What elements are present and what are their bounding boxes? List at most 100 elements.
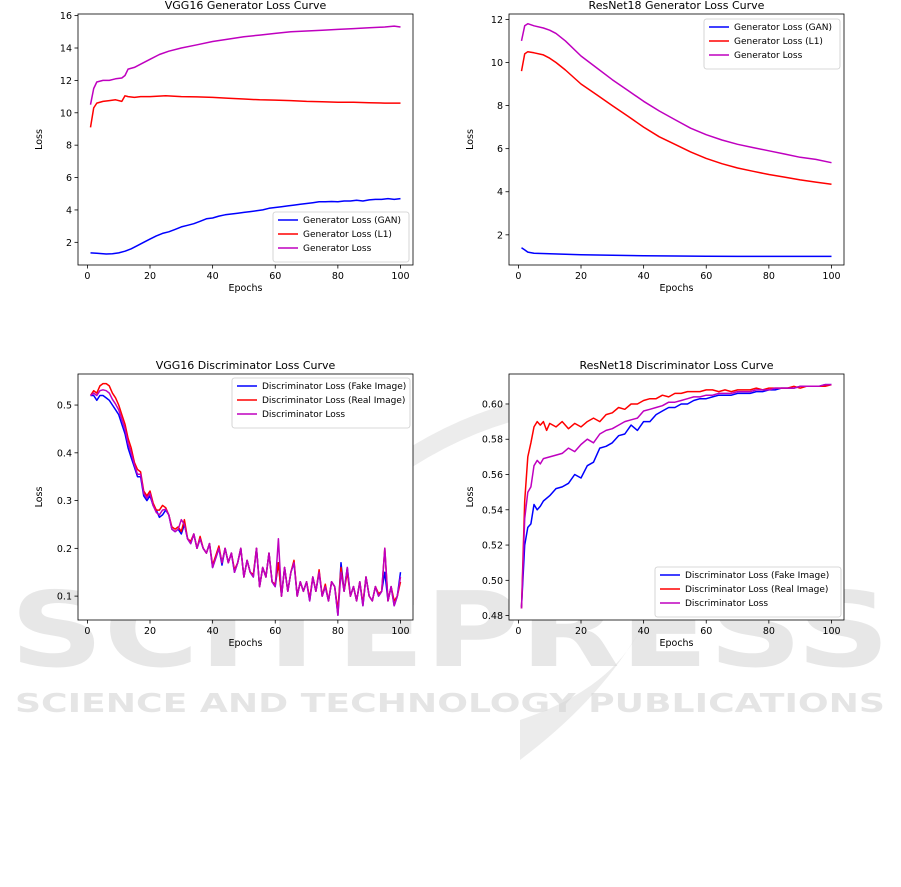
chart-3: 0 20 40 60 80 100 0.1 0.2 0.3 0.4 0.5 VGG16 Discrim… [34, 359, 414, 649]
x-tick-label: 40 [638, 626, 650, 637]
x-tick-label: 100 [822, 626, 840, 637]
y-tick-label: 12 [491, 15, 503, 26]
x-axis-label: Epochs [228, 283, 262, 294]
plot-frame [508, 13, 845, 266]
x-tick-label: 0 [84, 271, 90, 282]
chart-2: 0 20 40 60 80 100 2 4 6 8 10 12 ResNet18 Generator L… [465, 0, 845, 294]
chart-title: VGG16 Discriminator Loss Curve [156, 359, 336, 372]
legend-label: Discriminator Loss [685, 599, 768, 609]
watermark-tagline: SCIENCE AND TECHNOLOGY PUBLICATIONS [15, 689, 885, 719]
y-tick-label: 4 [497, 187, 503, 198]
y-tick-label: 0.48 [482, 611, 503, 622]
series-line-2 [520, 50, 832, 185]
x-axis-label: Epochs [659, 283, 693, 294]
legend-label: Discriminator Loss (Fake Image) [685, 571, 829, 581]
legend-label: Discriminator Loss (Real Image) [685, 585, 828, 595]
plot-frame [508, 373, 845, 621]
x-tick-label: 60 [700, 271, 712, 282]
legend-label: Generator Loss (L1) [303, 230, 392, 240]
series-line-1 [520, 383, 832, 607]
series-line-3 [520, 383, 832, 609]
legend-label: Generator Loss [734, 51, 803, 61]
y-tick-label: 6 [497, 144, 503, 155]
y-tick-label: 12 [60, 76, 72, 87]
x-tick-label: 20 [575, 626, 587, 637]
x-tick-label: 20 [575, 271, 587, 282]
x-tick-label: 100 [391, 271, 409, 282]
y-tick-label: 2 [497, 230, 503, 241]
y-axis-label: Loss [465, 487, 476, 508]
x-tick-label: 80 [332, 626, 344, 637]
series-line-3 [90, 389, 402, 616]
y-tick-label: 8 [497, 101, 503, 112]
x-tick-label: 40 [207, 626, 219, 637]
y-tick-label: 14 [60, 44, 72, 55]
y-tick-label: 0.58 [482, 435, 503, 446]
legend-box [231, 377, 411, 429]
y-tick-label: 0.56 [482, 470, 503, 481]
x-tick-label: 0 [84, 626, 90, 637]
series-line-3 [520, 22, 832, 164]
legend-label: Discriminator Loss [262, 410, 345, 420]
series-line-2 [89, 95, 401, 128]
plot-frame [77, 13, 414, 266]
y-tick-label: 0.52 [482, 541, 503, 552]
x-axis-label: Epochs [228, 638, 262, 649]
legend-label: Generator Loss (L1) [734, 37, 823, 47]
series-line-1 [521, 247, 832, 258]
x-tick-label: 80 [763, 626, 775, 637]
y-tick-label: 10 [60, 108, 72, 119]
legend-label: Generator Loss (GAN) [734, 23, 832, 33]
legend-label: Generator Loss (GAN) [303, 216, 401, 226]
chart-title: ResNet18 Discriminator Loss Curve [580, 359, 774, 372]
x-tick-label: 20 [144, 271, 156, 282]
x-tick-label: 20 [144, 626, 156, 637]
legend: Discriminator Loss (Fake Image) Discrimin… [231, 377, 411, 429]
y-tick-label: 0.50 [482, 576, 503, 587]
y-tick-label: 4 [66, 205, 72, 216]
legend: Discriminator Loss (Fake Image) Discrimin… [654, 566, 842, 618]
x-tick-label: 60 [269, 271, 281, 282]
legend: Generator Loss (GAN) Generator Loss (L1) G… [703, 18, 841, 70]
y-tick-label: 0.1 [57, 592, 72, 603]
y-tick-label: 2 [66, 238, 72, 249]
x-axis-label: Epochs [659, 638, 693, 649]
x-tick-label: 0 [515, 626, 521, 637]
plot-frame [77, 373, 414, 621]
chart-1: 0 20 40 60 80 100 2 4 6 8 10 12 14 16 VGG16 Generator … [34, 0, 414, 294]
y-tick-label: 0.54 [482, 505, 503, 516]
y-tick-label: 0.5 [57, 401, 72, 412]
y-axis-label: Loss [34, 129, 45, 150]
legend: Generator Loss (GAN) Generator Loss (L1) G… [272, 211, 410, 263]
y-tick-label: 16 [60, 11, 72, 22]
y-tick-label: 10 [491, 58, 503, 69]
legend-box [654, 566, 842, 618]
x-tick-label: 40 [207, 271, 219, 282]
legend-box [272, 211, 410, 263]
y-tick-label: 0.4 [57, 448, 72, 459]
chart-title: ResNet18 Generator Loss Curve [589, 0, 765, 12]
legend-label: Discriminator Loss (Fake Image) [262, 382, 406, 392]
y-tick-label: 0.3 [57, 496, 72, 507]
x-tick-label: 60 [700, 626, 712, 637]
legend-label: Discriminator Loss (Real Image) [262, 396, 405, 406]
chart-4: 0 20 40 60 80 100 0.48 0.50 0.52 0.54 0.56 0.58 0.60… [465, 359, 845, 649]
y-tick-label: 8 [66, 141, 72, 152]
x-tick-label: 80 [763, 271, 775, 282]
chart-title: VGG16 Generator Loss Curve [165, 0, 327, 12]
x-tick-label: 40 [638, 271, 650, 282]
watermark-logo-swoosh [520, 630, 640, 760]
x-tick-label: 100 [822, 271, 840, 282]
y-tick-label: 0.60 [482, 399, 503, 410]
x-tick-label: 60 [269, 626, 281, 637]
x-tick-label: 0 [515, 271, 521, 282]
series-line-1 [90, 197, 401, 255]
x-tick-label: 100 [391, 626, 409, 637]
y-tick-label: 0.2 [57, 544, 72, 555]
y-axis-label: Loss [465, 129, 476, 150]
y-tick-label: 6 [66, 173, 72, 184]
series-line-3 [89, 25, 401, 105]
legend-box [703, 18, 841, 70]
